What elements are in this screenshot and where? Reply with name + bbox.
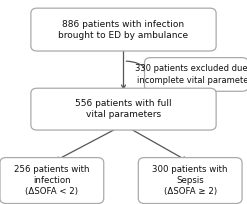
Text: 556 patients with full
vital parameters: 556 patients with full vital parameters [75,99,172,119]
FancyBboxPatch shape [144,58,247,91]
FancyBboxPatch shape [138,157,242,203]
Text: 256 patients with
infection
(ΔSOFA < 2): 256 patients with infection (ΔSOFA < 2) [14,165,90,196]
Text: 330 patients excluded due to
incomplete vital parameters: 330 patients excluded due to incomplete … [135,64,247,84]
FancyBboxPatch shape [0,157,104,203]
Text: 300 patients with
Sepsis
(ΔSOFA ≥ 2): 300 patients with Sepsis (ΔSOFA ≥ 2) [152,165,228,196]
FancyBboxPatch shape [31,88,216,130]
FancyBboxPatch shape [31,8,216,51]
Text: 886 patients with infection
brought to ED by ambulance: 886 patients with infection brought to E… [59,20,188,40]
